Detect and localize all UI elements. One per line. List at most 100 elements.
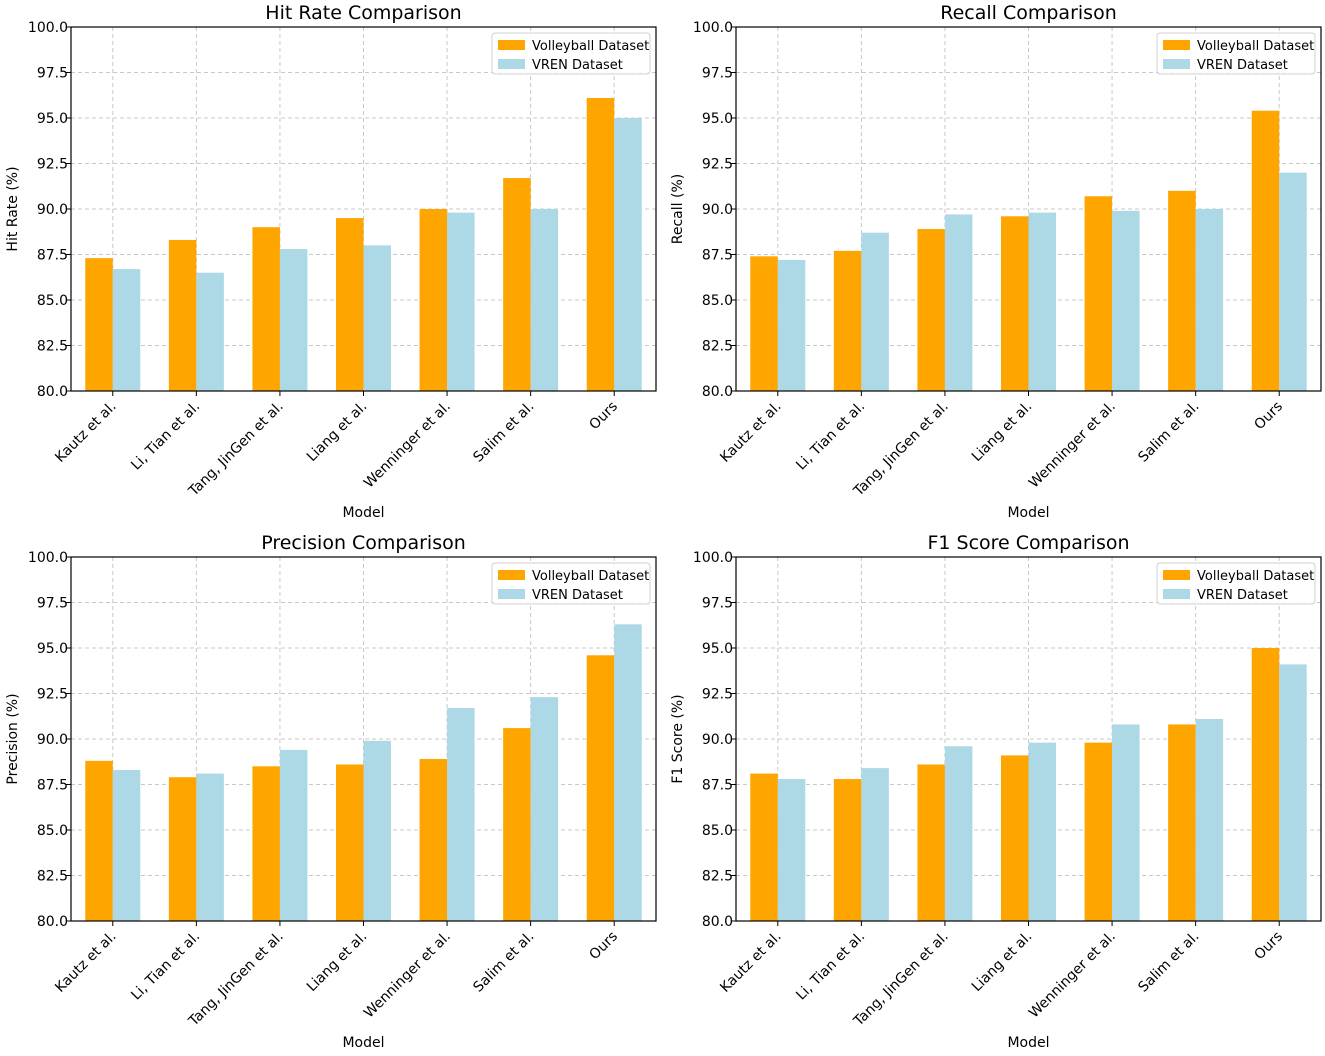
bar-volleyball (586, 655, 615, 921)
y-tick-label: 85.0 (702, 293, 733, 309)
bar-volleyball (917, 229, 945, 391)
y-tick-label: 90.0 (37, 732, 68, 748)
chart-panel: 80.0 82.5 85.0 87.5 90.0 92.5 95.0 97.5 100.0 Kau… (670, 532, 1322, 1051)
y-tick-label: 85.0 (37, 823, 68, 839)
chart-title: Precision Comparison (261, 532, 466, 554)
bar-vren (530, 697, 559, 921)
legend-box (1156, 562, 1316, 605)
bar-volleyball (1001, 216, 1029, 391)
x-tick-label: Salim et al. (470, 399, 537, 466)
bar-volleyball (1001, 755, 1029, 921)
y-tick-label: 100.0 (28, 20, 68, 36)
x-tick-label: Wenninger et al. (361, 929, 454, 1022)
y-tick-label: 97.5 (702, 596, 733, 612)
legend-label: VREN Dataset (1197, 58, 1288, 73)
bar-volleyball (1251, 648, 1280, 921)
legend-label: VREN Dataset (1197, 588, 1288, 603)
y-axis-label: Hit Rate (%) (5, 166, 21, 251)
bar-volleyball (503, 728, 531, 921)
bar-volleyball (252, 766, 280, 921)
x-tick-label: Li, Tian et al. (128, 399, 203, 474)
x-tick-label: Liang et al. (304, 929, 370, 995)
legend-label: VREN Dataset (532, 588, 623, 603)
y-tick-label: 82.5 (702, 339, 733, 355)
y-tick-label: 82.5 (37, 339, 68, 355)
y-tick-label: 80.0 (37, 384, 68, 400)
y-tick-label: 87.5 (702, 778, 733, 794)
bar-vren (363, 245, 391, 391)
legend-swatch-vren (498, 589, 525, 599)
x-tick-label: Kautz et al. (717, 399, 784, 466)
bar-volleyball (168, 239, 197, 391)
x-axis-label: Model (342, 1035, 384, 1051)
y-tick-label: 92.5 (702, 687, 733, 703)
y-tick-label: 87.5 (37, 778, 68, 794)
y-tick-label: 80.0 (702, 384, 733, 400)
bar-vren (614, 624, 642, 921)
bar-vren (1279, 172, 1307, 391)
bar-volleyball (419, 209, 448, 391)
bar-vren (447, 708, 475, 921)
legend: Volleyball Dataset VREN Dataset (1156, 562, 1316, 605)
y-tick-label: 80.0 (37, 914, 68, 930)
y-axis-label: Precision (%) (5, 693, 21, 784)
plot-frame (735, 556, 1322, 922)
x-tick-label: Salim et al. (1135, 399, 1202, 466)
bar-volleyball (750, 773, 778, 921)
x-tick-label: Kautz et al. (52, 399, 119, 466)
y-tick-label: 95.0 (37, 111, 68, 127)
y-tick-label: 100.0 (28, 550, 68, 566)
y-tick-label: 97.5 (702, 66, 733, 82)
chart-panel: 80.0 82.5 85.0 87.5 90.0 92.5 95.0 97.5 100.0 Kau… (5, 2, 657, 521)
x-tick-label: Tang, JinGen et al. (185, 399, 287, 501)
x-tick-label: Tang, JinGen et al. (185, 929, 287, 1031)
bar-vren (1028, 742, 1056, 921)
y-tick-label: 82.5 (702, 869, 733, 885)
legend-label: Volleyball Dataset (532, 569, 649, 584)
legend-label: Volleyball Dataset (532, 39, 649, 54)
chart-title: F1 Score Comparison (927, 532, 1129, 554)
y-tick-label: 95.0 (702, 641, 733, 657)
bar-vren (777, 779, 806, 921)
x-axis-label: Model (1007, 505, 1049, 521)
bar-volleyball (336, 218, 364, 391)
y-tick-label: 92.5 (37, 157, 68, 173)
y-tick-label: 85.0 (702, 823, 733, 839)
x-tick-label: Li, Tian et al. (793, 929, 868, 1004)
bar-volleyball (1251, 110, 1280, 391)
bar-vren (196, 272, 224, 391)
y-tick-label: 95.0 (702, 111, 733, 127)
y-axis-label: F1 Score (%) (670, 694, 686, 783)
y-tick-label: 90.0 (702, 732, 733, 748)
x-tick-label: Tang, JinGen et al. (850, 929, 952, 1031)
bar-volleyball (503, 178, 531, 391)
legend-label: Volleyball Dataset (1197, 569, 1314, 584)
x-tick-label: Wenninger et al. (1026, 929, 1119, 1022)
y-tick-label: 87.5 (37, 248, 68, 264)
bar-vren (112, 269, 141, 391)
x-tick-label: Liang et al. (969, 399, 1035, 465)
x-tick-label: Li, Tian et al. (793, 399, 868, 474)
bar-vren (1028, 212, 1056, 391)
x-tick-label: Liang et al. (304, 399, 370, 465)
x-axis-label: Model (1007, 1035, 1049, 1051)
legend-swatch-volleyball (1163, 40, 1190, 50)
bar-volleyball (917, 764, 945, 921)
y-tick-label: 90.0 (702, 202, 733, 218)
x-tick-label: Kautz et al. (717, 929, 784, 996)
bar-vren (944, 746, 973, 921)
chart-panel: 80.0 82.5 85.0 87.5 90.0 92.5 95.0 97.5 100.0 Kau… (5, 532, 657, 1051)
x-tick-label: Ours (586, 399, 621, 434)
y-tick-label: 100.0 (693, 550, 733, 566)
y-tick-label: 82.5 (37, 869, 68, 885)
bar-vren (1279, 664, 1307, 921)
y-tick-label: 92.5 (37, 687, 68, 703)
plot-frame (735, 26, 1322, 392)
legend-swatch-volleyball (498, 40, 525, 50)
legend-swatch-vren (498, 59, 525, 69)
legend-swatch-volleyball (498, 570, 525, 580)
bar-vren (447, 212, 475, 391)
bar-vren (279, 749, 308, 921)
legend-swatch-vren (1163, 59, 1190, 69)
legend-swatch-vren (1163, 589, 1190, 599)
